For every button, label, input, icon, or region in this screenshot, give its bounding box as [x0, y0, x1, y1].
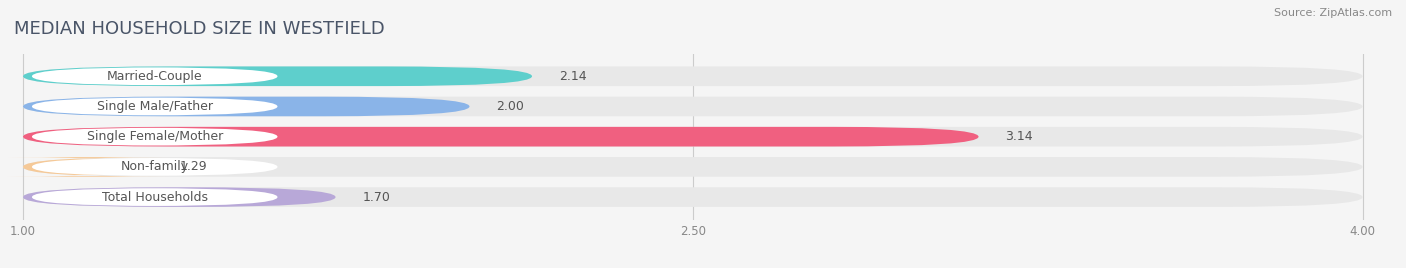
Text: MEDIAN HOUSEHOLD SIZE IN WESTFIELD: MEDIAN HOUSEHOLD SIZE IN WESTFIELD [14, 20, 385, 38]
FancyBboxPatch shape [32, 67, 277, 85]
FancyBboxPatch shape [32, 158, 277, 176]
FancyBboxPatch shape [32, 188, 277, 206]
FancyBboxPatch shape [22, 97, 1362, 116]
FancyBboxPatch shape [7, 157, 169, 177]
Text: Single Female/Mother: Single Female/Mother [87, 130, 222, 143]
Text: Married-Couple: Married-Couple [107, 70, 202, 83]
Text: 1.29: 1.29 [180, 160, 207, 173]
FancyBboxPatch shape [22, 97, 470, 116]
FancyBboxPatch shape [22, 66, 1362, 86]
Text: 2.14: 2.14 [558, 70, 586, 83]
Text: 2.00: 2.00 [496, 100, 524, 113]
Text: Source: ZipAtlas.com: Source: ZipAtlas.com [1274, 8, 1392, 18]
FancyBboxPatch shape [22, 157, 1362, 177]
Text: Total Households: Total Households [101, 191, 208, 204]
FancyBboxPatch shape [22, 187, 336, 207]
FancyBboxPatch shape [22, 187, 1362, 207]
FancyBboxPatch shape [32, 128, 277, 146]
Text: 3.14: 3.14 [1005, 130, 1033, 143]
Text: Single Male/Father: Single Male/Father [97, 100, 212, 113]
FancyBboxPatch shape [22, 127, 979, 147]
Text: 1.70: 1.70 [363, 191, 391, 204]
FancyBboxPatch shape [22, 66, 531, 86]
FancyBboxPatch shape [22, 127, 1362, 147]
FancyBboxPatch shape [32, 98, 277, 116]
Text: Non-family: Non-family [121, 160, 188, 173]
